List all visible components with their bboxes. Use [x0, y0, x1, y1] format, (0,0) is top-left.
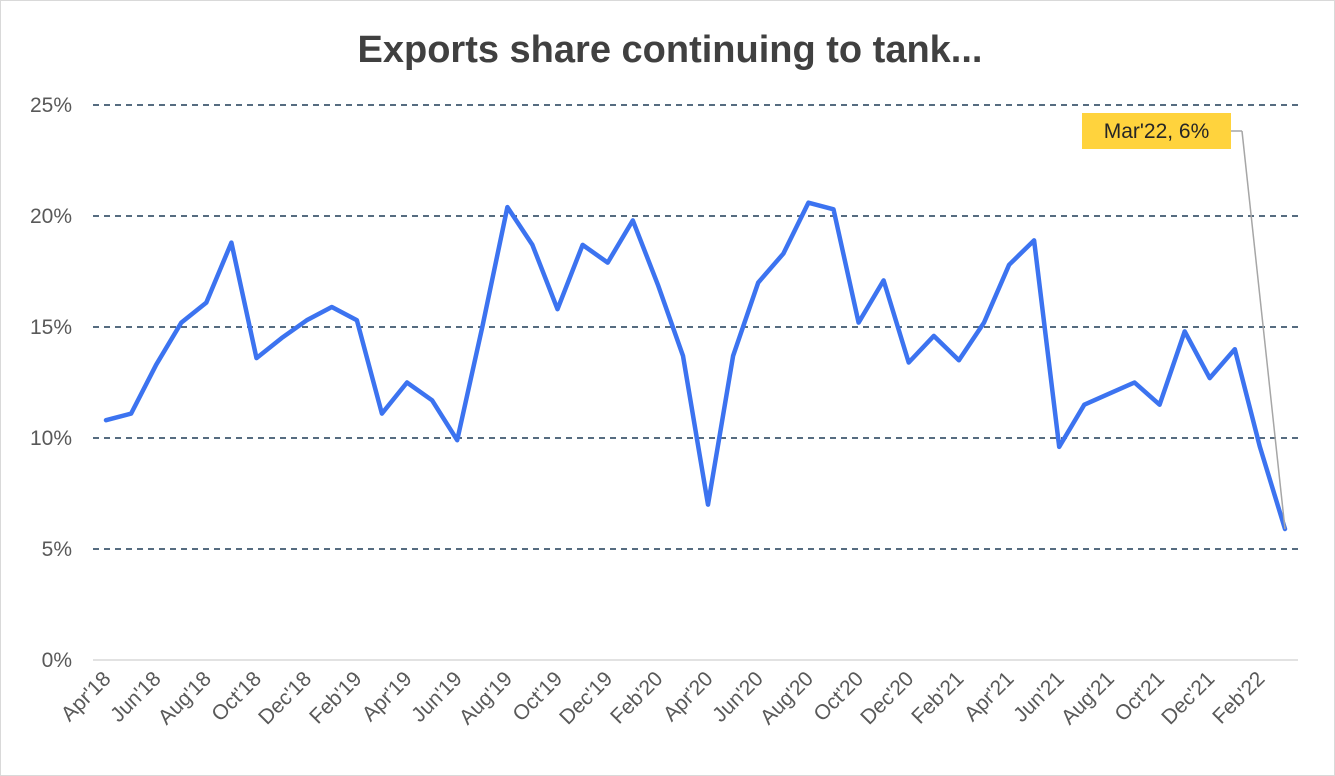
x-tick-label: Apr'19 [358, 667, 417, 726]
x-tick-label: Dec'20 [856, 667, 918, 729]
x-tick-label: Feb'21 [907, 667, 968, 728]
x-axis-ticks: Apr'18Jun'18Aug'18Oct'18Dec'18Feb'19Apr'… [57, 667, 1270, 729]
x-tick-label: Apr'21 [960, 667, 1019, 726]
x-tick-label: Jun'20 [708, 667, 768, 727]
x-tick-label: Apr'18 [57, 667, 116, 726]
x-tick-label: Dec'18 [254, 667, 316, 729]
y-tick-label: 5% [42, 538, 72, 561]
series-line [103, 200, 1288, 532]
x-tick-label: Aug'19 [455, 667, 517, 729]
x-tick-label: Dec'19 [555, 667, 617, 729]
y-tick-label: 25% [30, 94, 72, 117]
x-tick-label: Feb'19 [305, 667, 366, 728]
x-tick-label: Apr'20 [659, 667, 718, 726]
x-tick-label: Aug'21 [1057, 667, 1119, 729]
x-tick-label: Jun'18 [106, 667, 166, 727]
y-tick-label: 20% [30, 205, 72, 228]
data-callout: Mar'22, 6% [1082, 113, 1286, 530]
x-tick-label: Jun'21 [1009, 667, 1069, 727]
gridlines [93, 104, 1298, 661]
y-tick-label: 10% [30, 427, 72, 450]
callout-leader-line [1241, 130, 1286, 530]
x-tick-label: Feb'22 [1208, 667, 1269, 728]
y-tick-label: 0% [42, 649, 72, 672]
callout-box [1082, 113, 1231, 149]
y-tick-label: 15% [30, 316, 72, 339]
x-tick-label: Aug'18 [154, 667, 216, 729]
x-tick-label: Feb'20 [606, 667, 667, 728]
x-tick-label: Aug'20 [756, 667, 818, 729]
x-tick-label: Dec'21 [1157, 667, 1219, 729]
x-tick-label: Jun'19 [407, 667, 467, 727]
callout-label: Mar'22, 6% [1104, 120, 1210, 143]
y-axis-ticks: 0% 5% 10% 15% 20% 25% [30, 94, 72, 672]
chart-title: Exports share continuing to tank... [358, 29, 983, 71]
series-group [103, 200, 1288, 532]
